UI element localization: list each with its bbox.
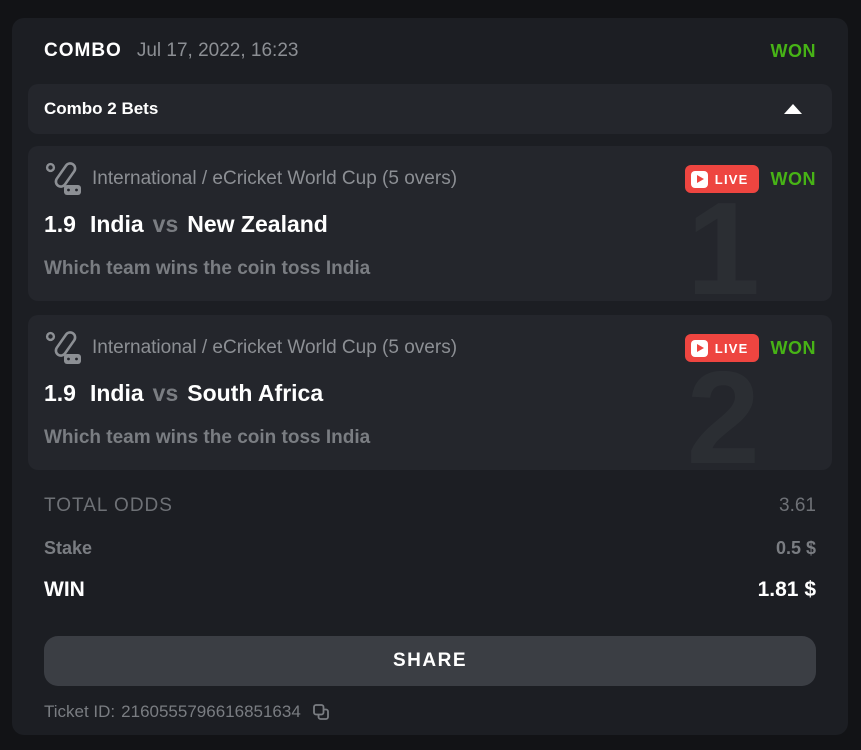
bet-top-row: International / eCricket World Cup (5 ov… (44, 330, 816, 366)
market-pick-label: Which team wins the coin toss India (44, 258, 371, 279)
combo-bets-label: Combo 2 Bets (44, 99, 159, 118)
stake-label: Stake (44, 537, 93, 558)
bet-status-badge: WON (770, 168, 816, 189)
ticket-status-badge: WON (770, 40, 816, 61)
league-label: International / eCricket World Cup (5 ov… (92, 168, 458, 189)
ticket-header: COMBO Jul 17, 2022, 16:23 WON (28, 18, 832, 84)
ecricket-icon (44, 330, 86, 366)
home-team: India (89, 211, 144, 237)
share-button[interactable]: SHARE (44, 636, 816, 686)
live-badge[interactable]: LIVE (684, 334, 759, 362)
league-label: International / eCricket World Cup (5 ov… (92, 337, 458, 358)
bet-type-label: COMBO (44, 40, 122, 61)
odds-value: 1.9 (44, 211, 76, 237)
combo-bets-toggle[interactable]: Combo 2 Bets (28, 84, 832, 134)
bet-number-watermark: 1 (686, 175, 760, 302)
bet-date: Jul 17, 2022, 16:23 (136, 40, 299, 61)
market-pick-label: Which team wins the coin toss India (44, 427, 371, 448)
vs-label: vs (152, 380, 179, 406)
total-odds-value: 3.61 (779, 495, 816, 516)
win-value: 1.81 $ (757, 578, 816, 601)
away-team: South Africa (187, 380, 324, 406)
play-icon (690, 170, 708, 188)
total-odds-label: TOTAL ODDS (44, 495, 173, 516)
away-team: New Zealand (187, 211, 328, 237)
match-line: 1.9 India vs New Zealand (44, 211, 816, 238)
home-team: India (89, 380, 144, 406)
win-row: WIN 1.81 $ (28, 568, 832, 612)
ticket-id-row: Ticket ID: 2160555796616851634 (28, 702, 832, 722)
live-label: LIVE (714, 171, 749, 187)
bet-card: 1 International / eCricket World Cup (5 … (28, 146, 832, 301)
vs-label: vs (152, 211, 179, 237)
ticket-id-value: 2160555796616851634 (121, 702, 301, 721)
bet-card: 2 International / eCricket World Cup (5 … (28, 315, 832, 470)
match-line: 1.9 India vs South Africa (44, 380, 816, 407)
win-label: WIN (44, 578, 85, 601)
live-badge[interactable]: LIVE (684, 165, 759, 193)
bet-ticket-panel: COMBO Jul 17, 2022, 16:23 WON Combo 2 Be… (12, 18, 848, 735)
total-odds-row: TOTAL ODDS 3.61 (28, 484, 832, 528)
bet-number-watermark: 2 (686, 344, 760, 471)
odds-value: 1.9 (44, 380, 76, 406)
ecricket-icon (44, 161, 86, 197)
stake-value: 0.5 $ (775, 537, 816, 558)
play-icon (690, 339, 708, 357)
chevron-up-icon[interactable] (784, 104, 802, 114)
copy-icon[interactable] (311, 702, 331, 722)
ticket-id-label: Ticket ID: (44, 702, 116, 721)
stake-row: Stake 0.5 $ (28, 528, 832, 568)
bet-status-badge: WON (770, 337, 816, 358)
bet-top-row: International / eCricket World Cup (5 ov… (44, 161, 816, 197)
live-label: LIVE (714, 340, 749, 356)
